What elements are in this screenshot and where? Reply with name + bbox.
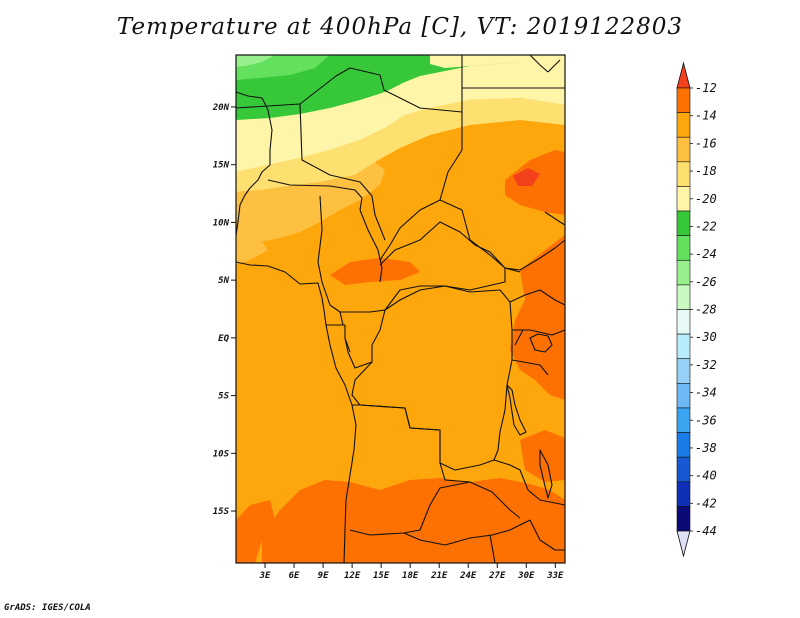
y-tick-label: 5S <box>218 392 229 402</box>
colorbar-swatch <box>676 432 691 458</box>
border-angola <box>349 404 471 536</box>
field-region-green <box>236 55 565 120</box>
grads-credit: GrADS: IGES/COLA <box>4 603 91 613</box>
border-south <box>403 519 565 564</box>
border-car <box>379 221 506 311</box>
field-region-paler-green <box>236 55 275 67</box>
border-zambia <box>469 459 566 519</box>
lake-victoria <box>529 333 553 353</box>
colorbar-label: -42 <box>695 496 717 510</box>
border-libya <box>461 54 549 88</box>
colorbar-swatch <box>676 210 691 236</box>
y-axis: 20N 15N 10N 5N EQ 5S 10S 15S <box>212 103 236 517</box>
x-tick-label: 6E <box>289 571 300 581</box>
y-tick-label: 15N <box>213 161 230 171</box>
x-tick-label: 3E <box>259 571 271 581</box>
chart-title: Temperature at 400hPa [C], VT: 201912280… <box>116 14 684 40</box>
plot-frame <box>235 54 566 564</box>
y-tick-label: 10S <box>213 449 230 459</box>
coastline-west <box>235 91 357 564</box>
colorbar-swatch <box>676 284 691 310</box>
temperature-field <box>236 55 565 563</box>
y-tick-label: 5N <box>218 276 229 286</box>
colorbar-swatch <box>676 161 691 187</box>
colorbar-swatch <box>676 333 691 360</box>
field-region-warm-south <box>262 478 565 563</box>
field-region-pale-yellow-ne <box>430 55 565 68</box>
x-axis: 3E 6E 9E 12E 15E 18E 21E 24E 27E 30E 33E <box>259 563 564 581</box>
colorbar-label: -22 <box>695 219 717 233</box>
country-borders <box>235 54 566 564</box>
lake-tanganyika <box>506 384 527 436</box>
field-region-light-orange <box>236 162 385 245</box>
border-east-africa <box>504 211 566 376</box>
colorbar-label: -32 <box>695 358 717 372</box>
colorbar-label: -14 <box>695 109 717 123</box>
border-north-2 <box>299 103 386 241</box>
field-region-warm-center <box>330 258 420 285</box>
colorbar-swatch <box>676 309 691 335</box>
colorbar-label: -40 <box>695 469 717 483</box>
field-region-warm-east <box>510 235 565 400</box>
colorbar-label: -26 <box>695 275 717 289</box>
x-tick-label: 24E <box>459 571 477 581</box>
colorbar-swatch <box>676 186 691 212</box>
colorbar-label: -24 <box>695 247 717 261</box>
colorbar-swatch <box>676 456 691 483</box>
colorbar-swatch <box>676 358 691 384</box>
colorbar-top-triangle <box>676 61 691 89</box>
colorbar-swatch <box>676 235 691 261</box>
x-tick-label: 33E <box>546 571 564 581</box>
field-region-warm-ne <box>505 150 565 215</box>
x-tick-label: 27E <box>488 571 506 581</box>
y-tick-label: 15S <box>213 507 230 517</box>
colorbar-swatch <box>676 383 691 409</box>
colorbar-label: -28 <box>695 303 717 317</box>
colorbar-label: -20 <box>695 192 717 206</box>
coast-east <box>539 59 566 259</box>
x-tick-label: 21E <box>430 571 448 581</box>
colorbar-swatch <box>676 112 691 138</box>
field-region-warm-east-lower <box>520 430 565 482</box>
colorbar-swatch <box>676 481 691 507</box>
colorbar-label: -18 <box>695 164 717 178</box>
colorbar-label: -12 <box>695 81 717 95</box>
x-tick-label: 18E <box>402 571 419 581</box>
field-region-light-orange-2 <box>236 242 268 264</box>
x-tick-label: 30E <box>517 571 535 581</box>
border-gabon <box>326 311 351 353</box>
colorbar-label: -30 <box>695 330 717 344</box>
colorbar-swatch <box>676 136 691 163</box>
colorbar-swatch <box>676 259 691 286</box>
border-nigeria <box>317 195 383 283</box>
border-lake-malawi <box>539 449 553 499</box>
colorbar-label: -16 <box>695 136 717 150</box>
colorbar-swatch <box>676 87 691 113</box>
colorbar-bottom-triangle <box>676 530 691 558</box>
colorbar-label: -36 <box>695 413 717 427</box>
colorbar-swatch <box>676 407 691 433</box>
x-tick-label: 9E <box>318 571 329 581</box>
border-cameroon <box>321 281 386 369</box>
border-sahel <box>267 179 363 211</box>
colorbar: -12 -14 -16 -18 -20 -22 -24 -26 -28 -30 -32 -34 -36 -… <box>676 61 717 558</box>
y-tick-label: EQ <box>218 334 229 344</box>
field-region-warm-sw <box>236 500 275 563</box>
field-region-hot-spot <box>513 168 540 186</box>
y-tick-label: 20N <box>212 103 230 113</box>
colorbar-label: -34 <box>695 386 717 400</box>
colorbar-swatch <box>676 506 691 532</box>
colorbar-label: -38 <box>695 441 717 455</box>
colorbar-label: -44 <box>695 524 717 538</box>
y-tick-label: 10N <box>213 218 230 228</box>
x-tick-label: 12E <box>344 571 361 581</box>
x-tick-label: 15E <box>373 571 390 581</box>
